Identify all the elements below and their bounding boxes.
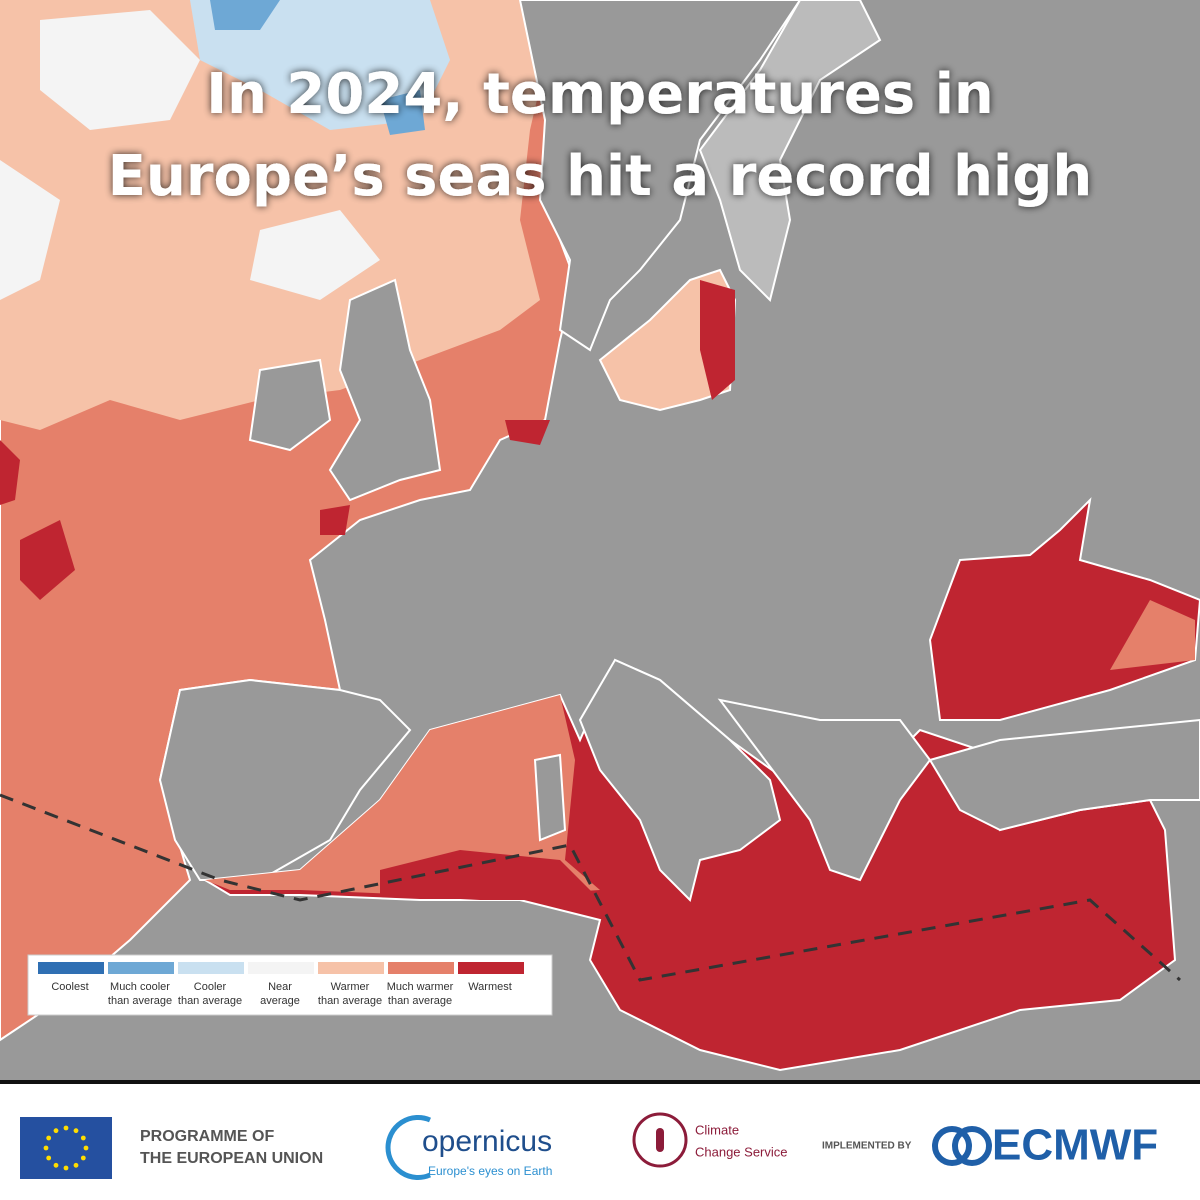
legend-label: Much warmer xyxy=(387,981,454,993)
eu-star xyxy=(80,1155,86,1161)
c3s-text: Climate xyxy=(695,1122,739,1137)
eu-star xyxy=(53,1162,59,1168)
baltic-warm xyxy=(700,280,735,400)
ireland xyxy=(248,358,332,452)
eu-star xyxy=(63,1165,69,1171)
ecmwf-text: ECMWF xyxy=(992,1121,1158,1170)
eu-star xyxy=(73,1162,79,1168)
eu-text: THE EUROPEAN UNION xyxy=(140,1150,323,1167)
legend-swatch xyxy=(458,962,524,974)
west-med-warm xyxy=(380,850,600,900)
legend-label: than average xyxy=(388,995,452,1007)
italy xyxy=(578,658,782,902)
legend-label: than average xyxy=(108,995,172,1007)
implemented-by: IMPLEMENTED BY xyxy=(822,1141,912,1152)
legend-label: Near xyxy=(268,981,292,993)
eu-star xyxy=(46,1155,52,1161)
legend-label: Coolest xyxy=(51,981,88,993)
title-line: In 2024, temperatures in xyxy=(206,62,994,127)
warm-patches xyxy=(0,420,550,600)
legend-label: than average xyxy=(318,995,382,1007)
eu-star xyxy=(80,1135,86,1141)
balkans xyxy=(717,698,932,882)
legend-label: than average xyxy=(178,995,242,1007)
c3s-text: Change Service xyxy=(695,1144,788,1159)
dashed-line xyxy=(0,793,1181,982)
turkey xyxy=(928,718,1200,832)
eu-star xyxy=(83,1145,89,1151)
gulf xyxy=(698,0,882,302)
c3s-thermometer xyxy=(656,1128,664,1152)
legend-label: Warmest xyxy=(468,981,512,993)
sardinia xyxy=(533,753,567,842)
separator xyxy=(0,1080,1200,1084)
britain xyxy=(328,278,442,502)
eu-text: PROGRAMME OF xyxy=(140,1128,274,1145)
eu-stars xyxy=(43,1125,89,1171)
black-sea-east xyxy=(1110,600,1195,670)
copernicus-c xyxy=(385,1115,431,1180)
c3s-logo xyxy=(632,1112,688,1168)
eu-star xyxy=(53,1128,59,1134)
cooler xyxy=(190,0,450,130)
legend-swatch xyxy=(38,962,104,974)
ecmwf-logo xyxy=(932,1126,992,1166)
much-cooler xyxy=(210,0,425,135)
legend-swatch xyxy=(248,962,314,974)
legend-swatch xyxy=(178,962,244,974)
legend-swatch xyxy=(388,962,454,974)
copernicus-tagline: Europe's eyes on Earth xyxy=(428,1164,552,1178)
west-med xyxy=(205,695,600,895)
scandinavia xyxy=(518,0,802,352)
title-line: Europe’s seas hit a record high xyxy=(108,144,1092,209)
legend-swatch xyxy=(108,962,174,974)
iberia xyxy=(158,678,412,881)
eu-star xyxy=(46,1135,52,1141)
near-average xyxy=(0,10,380,300)
legend-label: average xyxy=(260,995,300,1007)
copernicus-name: opernicus xyxy=(422,1125,552,1158)
eu-star xyxy=(43,1145,49,1151)
legend: Coolest Much cooler than average Cooler than… xyxy=(38,962,524,1007)
legend-label: Cooler xyxy=(194,981,227,993)
legend-swatch xyxy=(318,962,384,974)
legend-label: Much cooler xyxy=(110,981,170,993)
eu-star xyxy=(73,1128,79,1134)
legend-label: Warmer xyxy=(331,981,370,993)
eu-star xyxy=(63,1125,69,1131)
